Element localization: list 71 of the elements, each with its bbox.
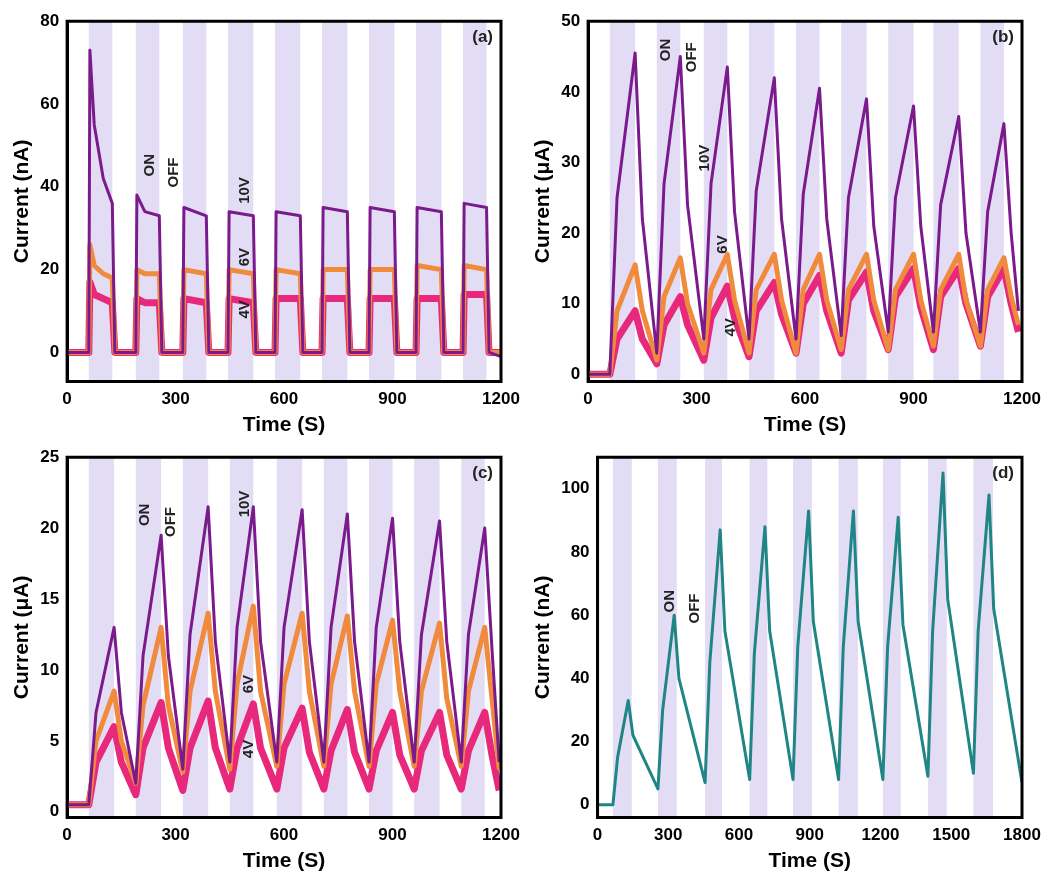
chart-title: (c): [472, 463, 493, 483]
x-tick-label: 600: [790, 389, 820, 409]
y-tick-label: 5: [49, 730, 60, 750]
x-axis-title: Time (S): [242, 412, 326, 436]
y-tick-label: 20: [561, 222, 581, 242]
chart-title: (a): [472, 27, 493, 47]
y-tick-label: 80: [40, 10, 60, 30]
y-tick-label: 0: [570, 364, 581, 384]
y-tick-label: 80: [570, 541, 590, 561]
x-tick-label: 600: [269, 389, 299, 409]
y-axis-title: Current (μA): [530, 139, 554, 264]
text: 10V: [695, 144, 713, 172]
annotation: OFF: [163, 157, 181, 188]
y-tick-label: 20: [40, 259, 60, 279]
x-axis-title: Time (S): [768, 848, 852, 872]
y-tick-label: 20: [40, 517, 60, 537]
y-tick-label: 0: [49, 342, 60, 362]
x-tick-label: 900: [378, 389, 407, 409]
annotation: ON: [135, 503, 153, 527]
text: 6V: [712, 235, 730, 254]
x-tick-label: 300: [161, 825, 190, 845]
chart-title: (b): [992, 27, 1014, 47]
y-tick-label: 0: [580, 794, 590, 814]
x-tick-label: 900: [378, 825, 407, 845]
x-tick-label: 900: [795, 825, 824, 845]
x-tick-label: 600: [724, 825, 754, 845]
x-tick-label: 600: [269, 825, 299, 845]
x-tick-label: 1200: [482, 389, 520, 409]
y-tick-label: 15: [40, 588, 60, 608]
y-tick-label: 10: [561, 293, 581, 313]
y-tick-label: 10: [40, 659, 60, 679]
text: 4V: [239, 739, 257, 759]
y-axis-title: Current (μA): [9, 575, 33, 700]
y-tick-label: 60: [570, 604, 590, 624]
x-tick-label: 300: [682, 389, 711, 409]
x-axis-title: Time (S): [242, 848, 326, 872]
text: 10V: [235, 177, 253, 204]
x-tick-label: 1200: [861, 825, 900, 845]
y-tick-label: 30: [561, 152, 581, 172]
y-axis-title: Current (nA): [9, 139, 33, 264]
annotation: OFF: [685, 593, 703, 624]
x-tick-label: 1200: [1003, 389, 1041, 409]
chart-title: (d): [992, 463, 1014, 483]
y-tick-label: 60: [40, 93, 60, 113]
x-tick-label: 300: [654, 825, 683, 845]
annotation: ON: [656, 38, 674, 62]
y-tick-label: 50: [561, 10, 581, 30]
annotation: ON: [139, 154, 157, 177]
y-tick-label: 40: [40, 176, 60, 196]
x-tick-label: 900: [899, 389, 928, 409]
text: 6V: [235, 247, 253, 267]
x-tick-label: 0: [592, 825, 603, 845]
y-tick-label: 0: [49, 801, 60, 821]
y-tick-label: 40: [570, 668, 590, 688]
y-tick-label: 20: [570, 731, 590, 751]
text: 4V: [235, 300, 253, 319]
y-tick-label: 40: [561, 81, 581, 101]
x-tick-label: 300: [161, 389, 190, 409]
annotation: OFF: [682, 42, 700, 73]
x-tick-label: 1500: [932, 825, 971, 845]
annotation: OFF: [161, 507, 179, 538]
x-axis-title: Time (S): [763, 412, 847, 436]
y-tick-label: 25: [40, 446, 60, 466]
text: 10V: [235, 490, 253, 518]
x-tick-label: 1800: [1003, 825, 1041, 845]
text: 6V: [239, 674, 257, 694]
annotation: ON: [659, 590, 677, 613]
y-tick-label: 100: [561, 478, 590, 498]
x-tick-label: 1200: [482, 825, 520, 845]
y-axis-title: Current (nA): [530, 575, 554, 700]
text: 4V: [721, 318, 739, 337]
